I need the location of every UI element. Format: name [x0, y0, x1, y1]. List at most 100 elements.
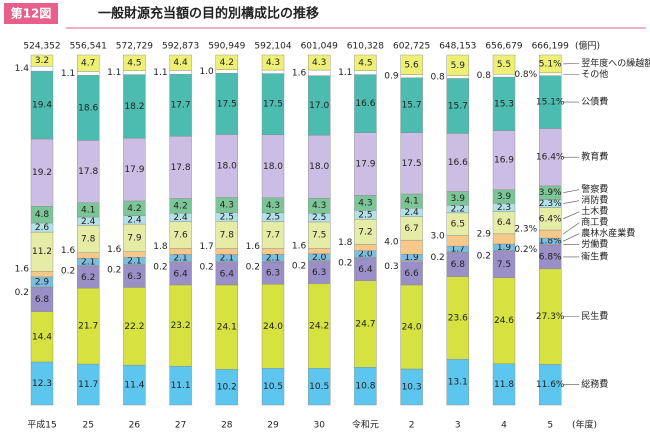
- bar-segment: [261, 54, 285, 71]
- value-label: 0.2: [292, 262, 306, 272]
- value-label: 24.7: [355, 319, 375, 329]
- value-label: 2.1: [220, 254, 234, 264]
- bar-segment: [308, 247, 331, 254]
- bar-segment: [400, 239, 423, 255]
- value-label: 6.3: [312, 268, 326, 278]
- value-label: 10.2: [217, 383, 237, 393]
- x-tick-label: 平成15: [27, 419, 56, 431]
- value-label: 2.4: [404, 208, 419, 218]
- value-label: 4.7: [81, 59, 95, 69]
- total-label: 601,049: [301, 42, 338, 52]
- value-label: 1.9: [497, 243, 512, 253]
- bar-segment: [446, 54, 469, 76]
- x-tick-label: 5: [547, 421, 553, 431]
- bar-segment: [492, 54, 516, 75]
- value-label: 1.6: [107, 245, 122, 255]
- legend-label: 総務費: [581, 378, 608, 390]
- bar-segment: [308, 54, 331, 71]
- bar-segment: [492, 74, 516, 78]
- figure-label: 第12図: [11, 6, 52, 21]
- value-label: 2.5: [312, 213, 326, 223]
- total-label: 572,729: [116, 42, 153, 52]
- legend-label: 農林水産業費: [581, 227, 635, 239]
- value-label: 16.6: [355, 99, 375, 109]
- bar-segment: [215, 69, 239, 74]
- value-label: 6.4: [220, 269, 235, 279]
- legend-leader: [563, 211, 580, 220]
- value-label: 0.8: [477, 71, 492, 81]
- value-label: 4.1: [404, 197, 418, 207]
- bar-segment: [261, 69, 285, 74]
- value-label: 18.0: [309, 162, 329, 172]
- value-label: 4.3: [266, 201, 280, 211]
- value-label: 7.9: [127, 233, 142, 243]
- bar-segment: [30, 54, 54, 67]
- value-label: 2.3%: [539, 199, 562, 209]
- value-label: 4.2: [127, 204, 141, 214]
- x-tick-label: 4: [501, 421, 507, 431]
- value-label: 2.1: [81, 258, 95, 268]
- figure-badge: [4, 3, 58, 24]
- legend-leader: [563, 62, 580, 65]
- value-label: 24.0: [402, 322, 422, 332]
- value-label: 2.4: [81, 217, 96, 227]
- bar-segment: [446, 75, 469, 79]
- value-label: 10.8: [355, 382, 375, 392]
- value-label: 1.6: [15, 265, 30, 275]
- total-label: 656,679: [485, 42, 522, 52]
- value-label: 5.1%: [539, 59, 562, 69]
- value-label: 11.1: [171, 381, 191, 391]
- legend-label: 商工費: [581, 216, 608, 228]
- value-label: 2.3%: [514, 225, 537, 235]
- x-tick-label: 29: [267, 421, 279, 431]
- value-label: 3.0: [430, 231, 445, 241]
- value-label: 0.3: [384, 262, 398, 272]
- value-label: 18.0: [217, 161, 237, 171]
- value-label: 16.4%: [536, 153, 565, 163]
- value-label: 4.3: [266, 58, 280, 68]
- x-tick-label: 25: [82, 421, 93, 431]
- value-label: 6.4: [497, 218, 512, 228]
- value-label: 6.5: [451, 220, 465, 230]
- value-label: 3.9%: [539, 188, 562, 198]
- value-label: 7.6: [173, 230, 188, 240]
- value-label: 17.9: [124, 165, 144, 175]
- value-label: 24.2: [309, 321, 329, 331]
- value-label: 7.8: [220, 230, 235, 240]
- bar-segment: [446, 235, 469, 247]
- value-label: 11.4: [124, 381, 144, 391]
- value-label: 6.8: [451, 260, 466, 270]
- value-label: 0.2: [61, 267, 75, 277]
- value-label: 17.5: [402, 159, 422, 169]
- value-label: 24.1: [217, 323, 237, 333]
- value-label: 2.5: [220, 212, 234, 222]
- value-label: 7.2: [358, 227, 372, 237]
- total-label: 590,949: [208, 42, 245, 52]
- value-label: 1.1: [153, 68, 167, 78]
- value-label: 0.9: [384, 72, 399, 82]
- bar-segment: [539, 54, 562, 74]
- value-label: 6.4: [358, 265, 373, 275]
- value-label: 4.3: [312, 58, 326, 68]
- value-label: 0.2: [338, 259, 352, 269]
- bar-segment: [400, 54, 423, 75]
- value-label: 2.0: [312, 253, 327, 263]
- bar-segment: [169, 70, 192, 75]
- bar-segment: [76, 71, 100, 76]
- value-label: 4.8: [35, 210, 50, 220]
- legend-label: 衛生費: [581, 250, 608, 262]
- chart-title: 一般財源充当額の目的別構成比の推移: [98, 6, 319, 22]
- value-label: 6.7: [404, 224, 418, 234]
- legend-leader: [563, 222, 580, 235]
- legend-label: 消防費: [581, 194, 608, 206]
- value-label: 1.8: [338, 238, 353, 248]
- value-label: 18.6: [78, 103, 98, 113]
- legend-label: その他: [581, 68, 608, 80]
- bar-segment: [215, 54, 239, 70]
- value-label: 2.0: [358, 250, 373, 260]
- bar-segment: [76, 54, 100, 72]
- bar-segment: [354, 70, 377, 75]
- value-label: 16.9: [494, 156, 514, 166]
- bar-segment: [400, 74, 423, 78]
- value-label: 1.6: [61, 246, 76, 256]
